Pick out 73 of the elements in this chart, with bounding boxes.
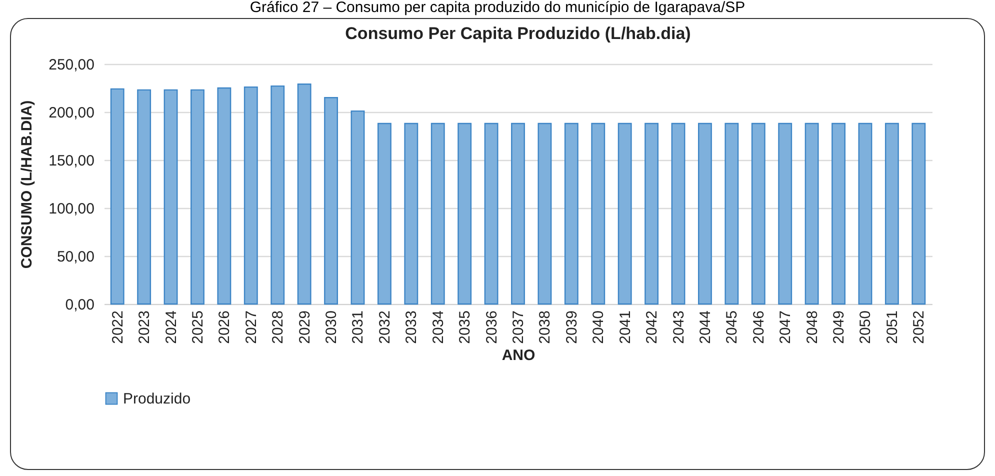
- bar: [804, 122, 819, 305]
- bar: [832, 122, 846, 305]
- bar: [350, 110, 365, 305]
- bar: [644, 122, 659, 305]
- bar: [164, 89, 178, 305]
- x-tick-label: 2034: [430, 310, 447, 344]
- bar: [110, 88, 124, 305]
- y-tick-label: 50,00: [56, 248, 94, 266]
- x-tick-label: 2031: [350, 310, 367, 344]
- x-tick-label: 2043: [670, 310, 688, 344]
- x-tick-label: 2041: [616, 310, 634, 344]
- bar: [671, 122, 686, 305]
- x-axis-title: ANO: [502, 346, 536, 364]
- x-tick-label: 2028: [270, 310, 287, 344]
- x-tick-label: 2029: [296, 310, 314, 344]
- x-tick-label: 2046: [750, 310, 768, 344]
- x-tick-label: 2045: [724, 310, 741, 344]
- bar: [137, 89, 152, 305]
- bar: [724, 122, 739, 305]
- x-tick-label: 2032: [376, 310, 394, 344]
- y-tick-label: 150,00: [48, 152, 94, 170]
- x-tick-label: 2038: [536, 310, 554, 344]
- bar: [912, 122, 926, 305]
- x-tick-label: 2027: [242, 310, 260, 344]
- x-tick-label: 2025: [189, 310, 206, 344]
- bar: [430, 122, 445, 305]
- x-tick-label: 2035: [456, 310, 474, 344]
- y-tick-label: 0,00: [65, 296, 94, 314]
- x-tick-label: 2047: [777, 310, 794, 344]
- x-tick-label: 2050: [857, 310, 874, 344]
- bar: [751, 122, 766, 305]
- x-tick-label: 2042: [644, 310, 661, 344]
- bar: [698, 122, 712, 305]
- bar: [778, 122, 792, 305]
- x-tick-label: 2048: [804, 310, 821, 344]
- x-tick-label: 2024: [162, 310, 180, 344]
- bar: [270, 85, 285, 305]
- text: Gráfico 27 – Consumo per capita produzido do município de Igarapava/SP: [248, 0, 746, 18]
- bar: [404, 122, 418, 305]
- x-tick-label: 2040: [590, 310, 608, 344]
- y-tick-label: 100,00: [48, 200, 94, 218]
- x-tick-label: 2022: [109, 310, 126, 344]
- bar: [884, 122, 899, 305]
- x-tick-label: 2036: [483, 310, 500, 344]
- x-tick-label: 2023: [136, 310, 154, 344]
- bar: [538, 122, 552, 305]
- x-tick-label: 2037: [510, 310, 527, 344]
- x-tick-label: 2030: [323, 310, 340, 344]
- x-tick-label: 2049: [830, 310, 848, 344]
- bar: [564, 122, 578, 305]
- x-tick-label: 2044: [696, 310, 714, 344]
- chart-title: Consumo Per Capita Produzido (L/hab.dia): [345, 24, 691, 43]
- y-tick-label: 200,00: [48, 104, 94, 122]
- bar: [484, 122, 498, 305]
- bar: [511, 122, 525, 305]
- bar: [458, 122, 472, 305]
- bar: [324, 97, 338, 305]
- y-axis-title: CONSUMO (L/HAB.DIA): [18, 100, 36, 269]
- x-tick-label: 2039: [563, 310, 580, 344]
- bar: [297, 84, 312, 305]
- x-tick-label: 2051: [884, 310, 901, 344]
- bar: [618, 122, 632, 305]
- bar: [190, 89, 204, 305]
- x-tick-label: 2026: [216, 310, 234, 344]
- y-tick-label: 250,00: [48, 56, 94, 74]
- bar: [858, 122, 872, 305]
- bar: [217, 87, 232, 305]
- bar: [377, 122, 392, 305]
- x-tick-label: 2052: [910, 310, 928, 344]
- bar: [591, 122, 606, 305]
- bar: [244, 86, 258, 305]
- x-tick-label: 2033: [403, 310, 420, 344]
- legend-label: Produzido: [123, 390, 191, 408]
